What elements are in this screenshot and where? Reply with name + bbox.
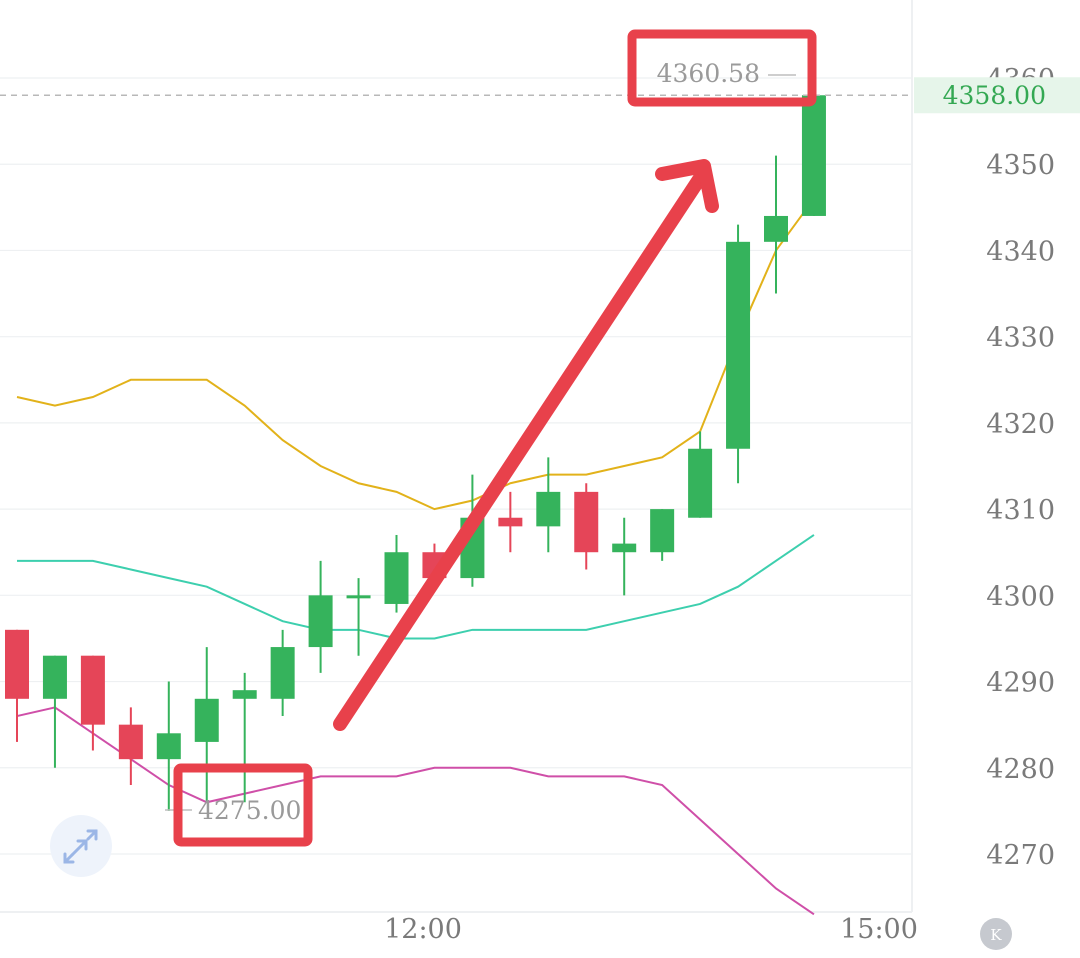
y-tick-label: 4300 [986, 581, 1055, 612]
y-tick-label: 4330 [986, 323, 1055, 354]
candle [156, 681, 181, 811]
candle-body [118, 724, 143, 760]
candle-body [801, 95, 826, 216]
candle-body [270, 647, 295, 699]
middle-band-line [17, 534, 815, 640]
candle [42, 655, 67, 768]
trend-arrow-head [655, 159, 719, 213]
y-tick-label: 4290 [986, 668, 1055, 699]
candle [346, 578, 371, 656]
candle-body [498, 517, 523, 527]
upper-band-line [16, 198, 815, 511]
grid-lines [0, 0, 913, 913]
current-price-label: 4358.00 [943, 81, 1046, 110]
y-tick-label: 4320 [986, 409, 1055, 440]
candle [574, 483, 599, 570]
candle-body [5, 629, 29, 699]
candle [80, 655, 105, 751]
candle-body [42, 655, 67, 699]
candle [384, 534, 409, 613]
candle [536, 457, 561, 553]
expand-arrows-icon [63, 829, 98, 864]
candle [118, 707, 143, 786]
candle-body [574, 491, 599, 553]
candle [612, 517, 637, 596]
k-toggle-button[interactable]: K [980, 918, 1012, 950]
candle [5, 629, 29, 742]
candle [308, 560, 333, 673]
candle-body [612, 543, 637, 553]
x-tick-label: 12:00 [384, 914, 462, 945]
candle-body [536, 491, 561, 527]
candles [5, 69, 826, 811]
candle [726, 224, 751, 484]
bollinger-bands [16, 198, 815, 916]
candle-body [156, 733, 181, 760]
candle [498, 491, 523, 553]
candle-body [688, 448, 713, 518]
expand-button[interactable] [50, 815, 112, 877]
candle [270, 629, 295, 717]
y-tick-label: 4310 [986, 495, 1055, 526]
k-icon: K [990, 926, 1002, 944]
y-tick-label: 4350 [986, 150, 1055, 181]
candle [688, 431, 713, 518]
y-tick-label: 4270 [986, 840, 1055, 871]
current-price-tag [914, 77, 1080, 114]
annotations: 4358.00 4360.58 4275.00 [0, 29, 1080, 847]
low-price-label: 4275.00 [198, 796, 301, 825]
y-tick-label: 4280 [986, 754, 1055, 785]
k-toggle-label: K [990, 926, 1002, 944]
candle [232, 672, 257, 803]
candle [764, 155, 788, 294]
candle-body [384, 552, 409, 604]
high-highlight-box [627, 29, 817, 107]
candle-body [346, 595, 371, 599]
candle [194, 647, 219, 803]
candle [650, 509, 675, 561]
candle-body [764, 215, 788, 242]
candle-body [232, 690, 257, 699]
lower-band-line [16, 706, 815, 916]
candle-body [726, 241, 751, 449]
low-highlight-box [173, 763, 313, 847]
y-tick-label: 4340 [986, 236, 1055, 267]
trend-arrow-shaft [333, 171, 707, 731]
candle-body [650, 509, 675, 553]
x-tick-label: 15:00 [840, 914, 918, 945]
candle-body [194, 698, 219, 742]
candle [801, 69, 826, 216]
candle-body [80, 655, 105, 725]
candle-body [308, 595, 333, 648]
high-price-label: 4360.58 [657, 59, 760, 88]
